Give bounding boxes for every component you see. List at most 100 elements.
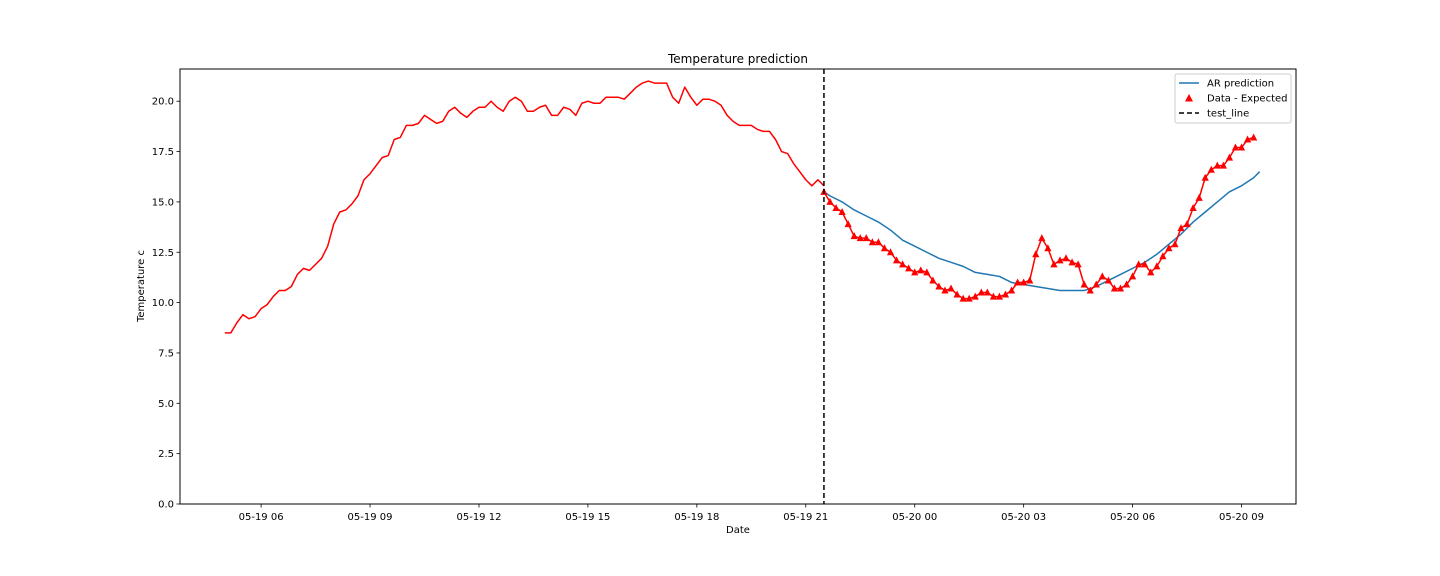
data-expected-marker bbox=[874, 238, 883, 246]
data-expected-marker bbox=[995, 292, 1004, 300]
data-expected-marker bbox=[965, 294, 973, 302]
data-expected-marker bbox=[880, 244, 889, 252]
data-expected-marker bbox=[1110, 284, 1119, 292]
data-expected-marker bbox=[886, 248, 895, 256]
series-line-history bbox=[224, 80, 825, 334]
y-tick-label: 17.5 bbox=[152, 147, 174, 158]
y-tick-label: 20.0 bbox=[152, 97, 174, 108]
x-tick-label: 05-19 06 bbox=[239, 512, 284, 523]
series-line-data-expected bbox=[823, 136, 1254, 300]
y-tick-label: 5.0 bbox=[158, 399, 174, 410]
plot-frame bbox=[179, 68, 1297, 505]
data-expected-marker bbox=[1141, 260, 1149, 268]
data-expected-marker bbox=[1207, 165, 1215, 173]
x-tick-label: 05-19 21 bbox=[783, 512, 828, 523]
data-expected-marker bbox=[983, 288, 991, 296]
data-expected-marker bbox=[941, 286, 949, 294]
data-expected-marker bbox=[892, 256, 901, 264]
data-expected-marker bbox=[1183, 220, 1191, 228]
x-tick-label: 05-20 03 bbox=[1001, 512, 1046, 523]
data-expected-marker bbox=[917, 266, 925, 274]
data-expected-marker bbox=[1165, 244, 1173, 252]
y-tick-label: 10.0 bbox=[152, 298, 174, 309]
legend-box bbox=[1174, 73, 1292, 124]
data-expected-marker bbox=[1195, 193, 1203, 201]
data-expected-marker bbox=[1225, 153, 1234, 161]
data-expected-marker bbox=[838, 207, 846, 215]
data-expected-marker bbox=[1153, 262, 1161, 270]
y-tick-label: 0.0 bbox=[158, 500, 174, 511]
data-expected-marker bbox=[1001, 290, 1010, 298]
legend-swatch-data-expected bbox=[1185, 94, 1193, 102]
data-expected-marker bbox=[1116, 284, 1125, 292]
data-expected-marker bbox=[1026, 276, 1034, 284]
data-expected-marker bbox=[862, 234, 870, 242]
data-expected-marker bbox=[1237, 143, 1246, 151]
data-expected-marker bbox=[1219, 161, 1227, 169]
data-expected-marker bbox=[947, 284, 955, 292]
data-expected-marker bbox=[1135, 260, 1143, 268]
data-expected-marker bbox=[1171, 240, 1179, 248]
x-tick-label: 05-20 06 bbox=[1110, 512, 1155, 523]
data-expected-marker bbox=[856, 234, 864, 242]
data-expected-marker bbox=[1177, 224, 1185, 232]
legend-label-ar-prediction: AR prediction bbox=[1207, 79, 1274, 90]
y-tick-label: 12.5 bbox=[152, 248, 174, 259]
data-expected-marker bbox=[899, 260, 907, 268]
data-expected-marker bbox=[844, 220, 852, 228]
plot-area bbox=[224, 69, 1261, 504]
data-expected-marker bbox=[1044, 244, 1052, 252]
x-tick-label: 05-20 09 bbox=[1219, 512, 1264, 523]
y-tick-label: 7.5 bbox=[158, 348, 174, 359]
chart-title: Temperature prediction bbox=[667, 52, 808, 66]
data-expected-marker bbox=[1074, 260, 1082, 268]
data-expected-marker bbox=[905, 264, 913, 272]
data-expected-marker bbox=[1128, 272, 1137, 280]
data-expected-marker bbox=[1050, 260, 1058, 268]
data-expected-marker bbox=[923, 268, 931, 276]
data-expected-marker bbox=[1020, 278, 1028, 286]
x-tick-label: 05-19 12 bbox=[456, 512, 501, 523]
data-expected-marker bbox=[1098, 272, 1106, 280]
data-expected-marker bbox=[1250, 133, 1258, 141]
y-axis: 0.0 2.5 5.0 7.5 10.0 12.5 15.0 17.5 20.0 bbox=[152, 97, 180, 511]
data-expected-marker bbox=[971, 292, 979, 300]
data-expected-marker bbox=[911, 268, 919, 276]
data-expected-marker bbox=[1213, 161, 1221, 169]
data-expected-marker bbox=[1147, 268, 1155, 276]
data-expected-marker bbox=[832, 203, 840, 211]
data-expected-marker bbox=[1243, 135, 1252, 143]
y-tick-label: 2.5 bbox=[158, 449, 174, 460]
series-line-ar-prediction bbox=[823, 171, 1261, 292]
data-expected-marker bbox=[935, 282, 943, 290]
y-axis-title: Temperature c bbox=[136, 250, 147, 323]
legend: AR prediction Data - Expected test_line bbox=[1174, 73, 1292, 124]
x-tick-label: 05-19 09 bbox=[348, 512, 393, 523]
data-expected-marker bbox=[1007, 286, 1016, 294]
legend-label-test-line: test_line bbox=[1207, 109, 1249, 120]
data-expected-marker bbox=[1086, 286, 1094, 294]
data-expected-marker bbox=[1056, 256, 1064, 264]
x-axis: 05-19 06 05-19 09 05-19 12 05-19 15 05-19 18… bbox=[239, 504, 1264, 523]
legend-label-data-expected: Data - Expected bbox=[1207, 94, 1288, 105]
data-expected-marker bbox=[977, 288, 985, 296]
x-tick-label: 05-19 18 bbox=[674, 512, 719, 523]
x-tick-label: 05-20 00 bbox=[892, 512, 937, 523]
data-expected-marker bbox=[1201, 173, 1209, 181]
data-expected-marker bbox=[989, 292, 997, 300]
data-expected-marker bbox=[1189, 203, 1197, 211]
data-expected-marker bbox=[1092, 280, 1100, 288]
data-expected-marker bbox=[1080, 280, 1088, 288]
x-tick-label: 05-19 15 bbox=[565, 512, 610, 523]
y-tick-label: 15.0 bbox=[152, 197, 174, 208]
data-expected-marker bbox=[868, 238, 876, 246]
data-expected-marker bbox=[850, 232, 858, 240]
data-expected-marker bbox=[1104, 276, 1112, 284]
data-expected-marker bbox=[929, 276, 937, 284]
x-axis-title: Date bbox=[726, 525, 750, 536]
data-expected-marker bbox=[826, 197, 834, 205]
data-expected-marker bbox=[1038, 234, 1046, 242]
data-expected-marker bbox=[1014, 278, 1022, 286]
data-expected-marker bbox=[953, 290, 961, 298]
